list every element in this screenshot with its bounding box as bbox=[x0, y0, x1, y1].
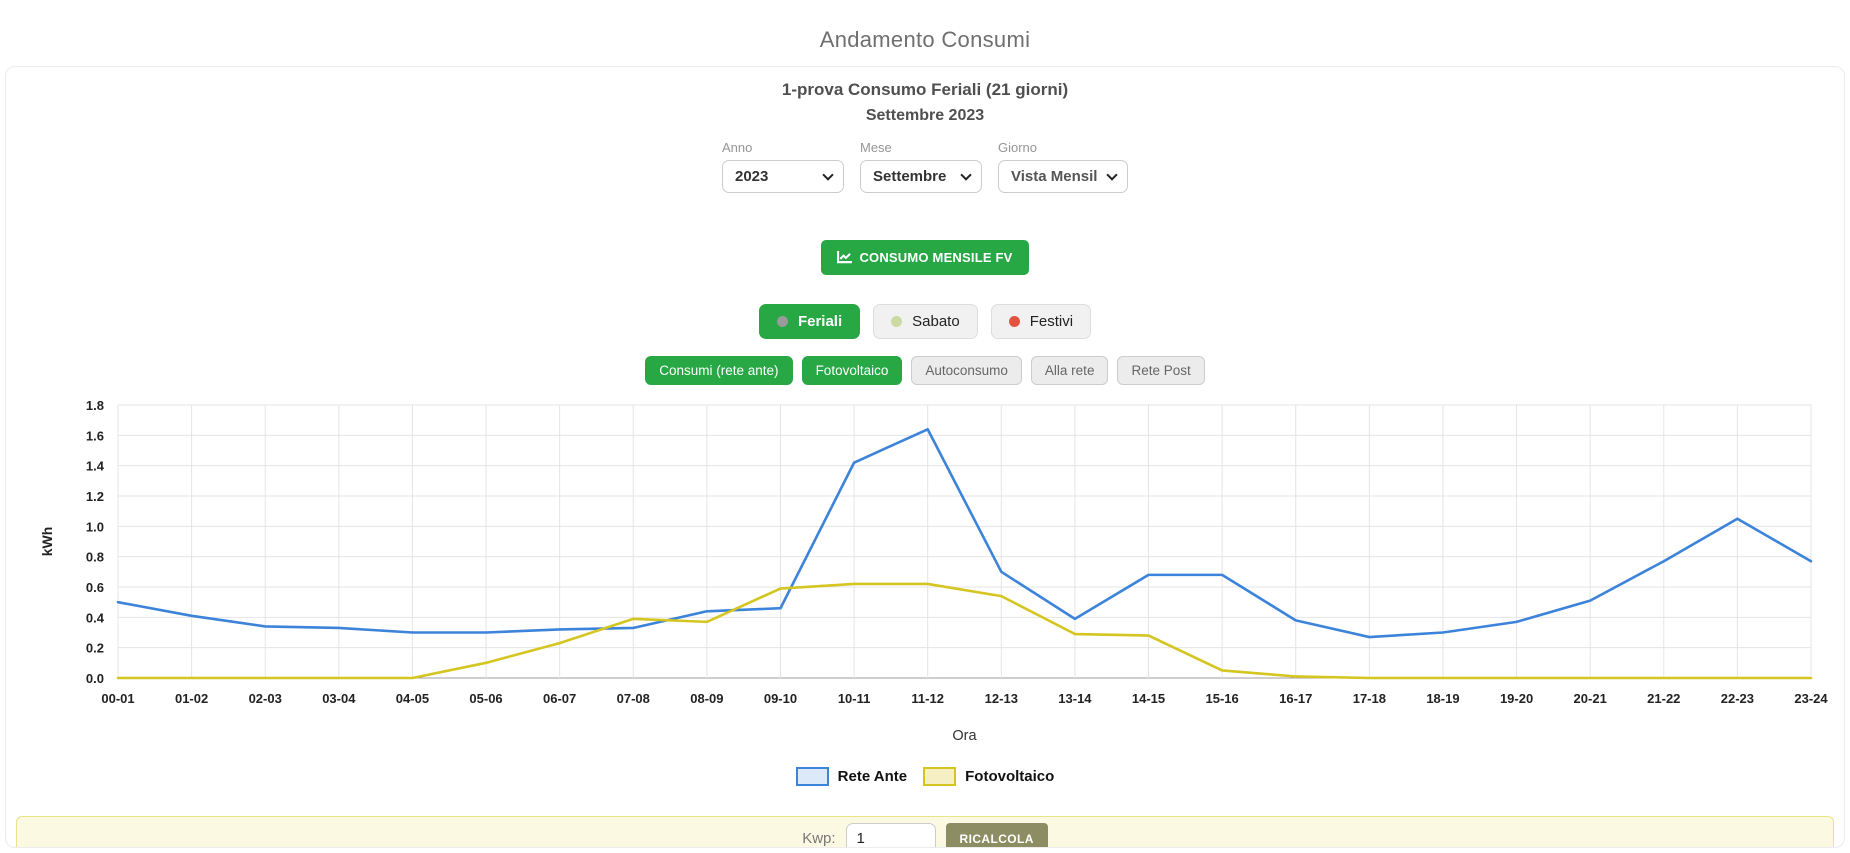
series-line-fotovoltaico bbox=[116, 582, 1813, 680]
y-tick-label: 1.8 bbox=[86, 398, 104, 413]
series-button-alla-rete[interactable]: Alla rete bbox=[1030, 356, 1109, 385]
x-tick-label: 11-12 bbox=[911, 691, 944, 706]
line-chart-svg: 0.0 0.2 0.4 0.6 0.8 1.0 1.2 1.4 1.6 1.8 00-01 01-02… bbox=[39, 398, 1828, 744]
y-tick-label: 0.8 bbox=[86, 550, 104, 565]
legend-swatch-icon bbox=[795, 767, 829, 786]
giorno-select[interactable]: Vista Mensile bbox=[998, 160, 1128, 193]
y-tick-label: 0.2 bbox=[86, 641, 104, 656]
series-filter-buttons-row: Consumi (rete ante) Fotovoltaico Autoconsu… bbox=[6, 356, 1844, 385]
chart-legend: Rete Ante Fotovoltaico bbox=[6, 767, 1844, 786]
kwp-recalc-bar: Kwp: RICALCOLA bbox=[16, 816, 1834, 847]
kwp-input[interactable] bbox=[845, 823, 936, 847]
page-title: Andamento Consumi bbox=[819, 27, 1031, 52]
day-button-label: Feriali bbox=[797, 313, 843, 330]
x-tick-label: 22-23 bbox=[1721, 691, 1754, 706]
x-tick-label: 23-24 bbox=[1794, 691, 1828, 706]
card-period: Settembre 2023 bbox=[865, 107, 985, 124]
anno-select[interactable]: 2023 bbox=[722, 160, 844, 193]
series-button-consumi-rete-ante[interactable]: Consumi (rete ante) bbox=[645, 356, 793, 385]
anno-label: Anno bbox=[722, 140, 753, 155]
day-color-dot-icon bbox=[776, 316, 788, 327]
x-tick-label: 02-03 bbox=[249, 691, 282, 706]
series-button-autoconsumo[interactable]: Autoconsumo bbox=[911, 356, 1022, 385]
series-line-rete-ante bbox=[116, 427, 1813, 639]
day-button-label: Festivi bbox=[1029, 313, 1074, 330]
x-tick-label: 15-16 bbox=[1206, 691, 1239, 706]
x-tick-label: 13-14 bbox=[1058, 691, 1092, 706]
y-tick-label: 1.4 bbox=[86, 459, 105, 474]
card-subtitle: 1-prova Consumo Feriali (21 giorni) bbox=[781, 80, 1069, 99]
x-tick-label: 09-10 bbox=[764, 691, 797, 706]
giorno-select-group: Giorno Vista Mensile bbox=[998, 140, 1128, 193]
y-tick-label: 0.0 bbox=[86, 671, 104, 686]
x-tick-label: 07-08 bbox=[617, 691, 650, 706]
y-tick-label: 0.4 bbox=[86, 610, 105, 625]
mese-select-group: Mese Settembre bbox=[860, 140, 982, 193]
series-button-rete-post[interactable]: Rete Post bbox=[1117, 356, 1205, 385]
day-color-dot-icon bbox=[891, 316, 903, 327]
x-tick-label: 03-04 bbox=[322, 691, 356, 706]
mese-select[interactable]: Settembre bbox=[860, 160, 982, 193]
y-axis-title: kWh bbox=[39, 527, 55, 557]
day-button-feriali[interactable]: Feriali bbox=[758, 304, 861, 339]
x-tick-label: 08-09 bbox=[690, 691, 723, 706]
day-button-label: Sabato bbox=[912, 313, 960, 330]
filter-selects-row: Anno 2023 Mese Settembre Giorno Vista Me bbox=[6, 140, 1844, 193]
day-button-festivi[interactable]: Festivi bbox=[990, 304, 1092, 339]
x-tick-label: 12-13 bbox=[985, 691, 1018, 706]
legend-label: Rete Ante bbox=[837, 768, 908, 785]
legend-item-fotovoltaico: Fotovoltaico bbox=[923, 767, 1054, 786]
x-tick-label: 19-20 bbox=[1500, 691, 1533, 706]
ricalcola-button[interactable]: RICALCOLA bbox=[945, 822, 1048, 847]
x-tick-label: 20-21 bbox=[1574, 691, 1607, 706]
kwp-label: Kwp: bbox=[802, 830, 836, 847]
legend-item-rete-ante: Rete Ante bbox=[795, 767, 908, 786]
x-tick-label: 06-07 bbox=[543, 691, 576, 706]
x-tick-label: 00-01 bbox=[101, 691, 134, 706]
x-tick-label: 17-18 bbox=[1353, 691, 1386, 706]
y-tick-label: 1.2 bbox=[86, 489, 104, 504]
day-button-sabato[interactable]: Sabato bbox=[873, 304, 978, 339]
legend-swatch-icon bbox=[923, 767, 957, 786]
day-type-buttons-row: Feriali Sabato Festivi bbox=[6, 304, 1844, 339]
y-tick-label: 1.0 bbox=[86, 519, 104, 534]
x-axis-title: Ora bbox=[952, 728, 977, 744]
x-tick-label: 14-15 bbox=[1132, 691, 1165, 706]
consumption-chart: 0.0 0.2 0.4 0.6 0.8 1.0 1.2 1.4 1.6 1.8 00-01 01-02… bbox=[6, 395, 1844, 752]
series-button-fotovoltaico[interactable]: Fotovoltaico bbox=[801, 356, 903, 385]
x-tick-label: 01-02 bbox=[175, 691, 208, 706]
day-color-dot-icon bbox=[1008, 316, 1020, 327]
y-tick-label: 0.6 bbox=[86, 580, 104, 595]
x-tick-label: 18-19 bbox=[1426, 691, 1459, 706]
mese-label: Mese bbox=[860, 140, 892, 155]
x-tick-label: 21-22 bbox=[1647, 691, 1680, 706]
x-tick-label: 16-17 bbox=[1279, 691, 1312, 706]
legend-label: Fotovoltaico bbox=[965, 768, 1055, 785]
y-tick-label: 1.6 bbox=[86, 428, 104, 443]
giorno-label: Giorno bbox=[998, 140, 1038, 155]
consumo-mensile-fv-button[interactable]: CONSUMO MENSILE FV bbox=[821, 240, 1029, 275]
x-tick-label: 10-11 bbox=[838, 691, 871, 706]
consumo-mensile-fv-label: CONSUMO MENSILE FV bbox=[859, 250, 1013, 265]
x-tick-label: 05-06 bbox=[469, 691, 502, 706]
x-tick-label: 04-05 bbox=[396, 691, 429, 706]
chart-line-icon bbox=[837, 251, 853, 264]
consumption-card: 1-prova Consumo Feriali (21 giorni) Sett… bbox=[5, 66, 1845, 848]
anno-select-group: Anno 2023 bbox=[722, 140, 844, 193]
